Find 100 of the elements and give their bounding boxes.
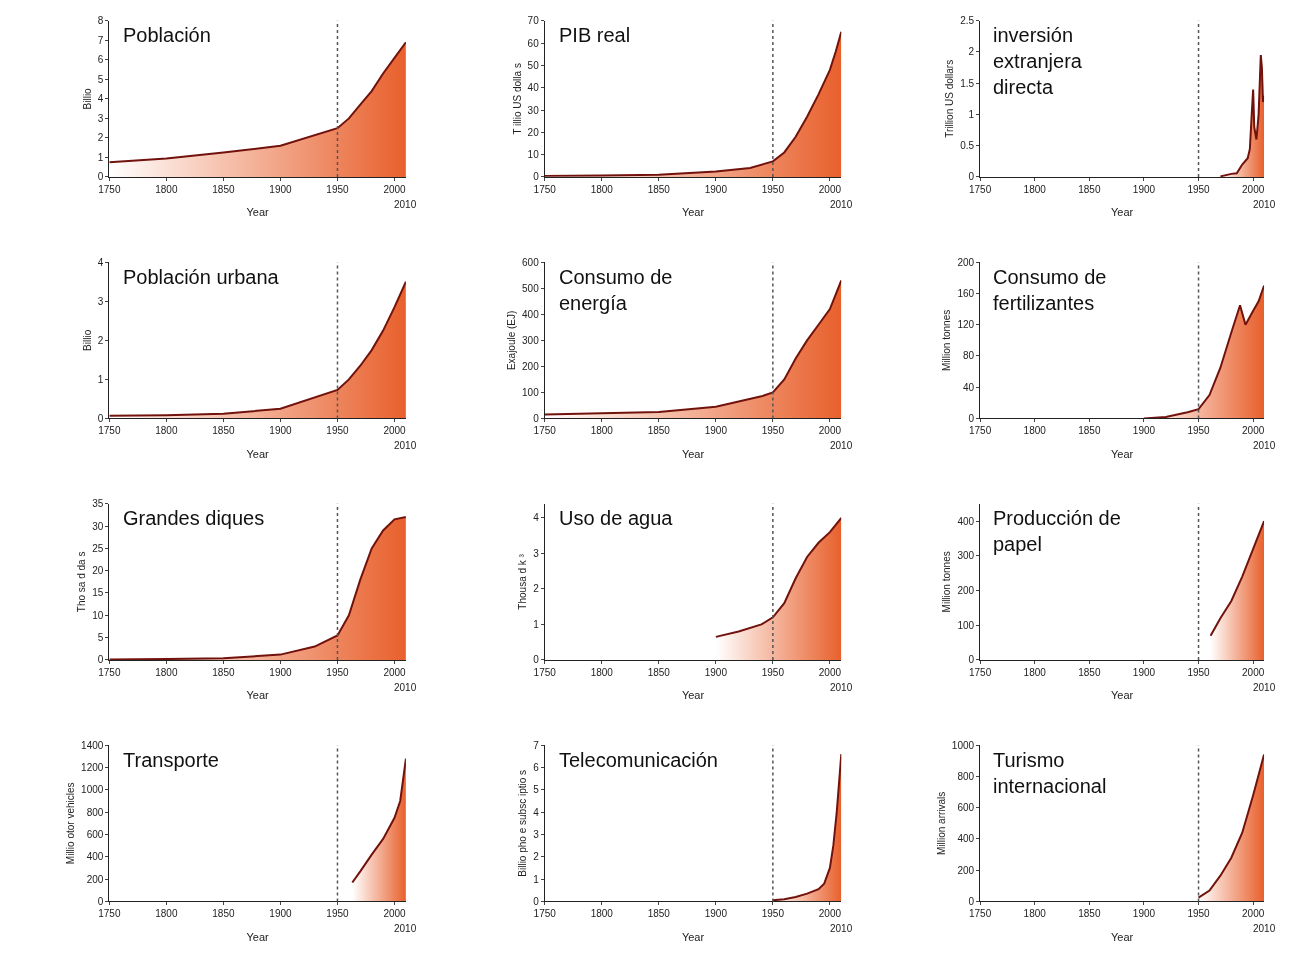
x-tick-label: 1900 [704, 183, 728, 195]
x-axis-title: Year [246, 930, 270, 943]
y-tick-label: 2 [533, 851, 540, 863]
y-tick-label: 4 [533, 512, 540, 524]
x-tick-label: 2000 [818, 425, 842, 437]
y-tick-label: 1 [968, 108, 975, 120]
x-axis-title: Year [246, 447, 270, 460]
x-tick-label: 1800 [155, 666, 178, 678]
chart-title: Telecomunicación [559, 749, 718, 771]
y-tick-label: 20 [527, 126, 540, 138]
x-tick-label: 1750 [968, 908, 992, 920]
y-tick-label: 200 [522, 360, 540, 372]
x-tick-label: 1850 [212, 425, 235, 437]
x-tick-label: 1750 [968, 666, 992, 678]
x-tick-label: 1800 [1023, 666, 1047, 678]
x-axis-title: Year [681, 689, 705, 702]
y-tick-label: 1 [97, 151, 104, 163]
text: Consumo de energía [559, 266, 673, 314]
y-tick-label: 3 [533, 828, 540, 840]
x-tick-label: 1850 [647, 425, 671, 437]
x-tick-label: 2000 [818, 666, 842, 678]
chart-title: PIB real [559, 24, 631, 46]
x-tick-label: 1950 [326, 908, 350, 920]
x-tick-label: 1800 [590, 425, 614, 437]
y-axis-title: T illio US dolla s [511, 63, 523, 135]
x-tick-label: 1900 [704, 666, 728, 678]
x-tick-label: 2000 [1242, 425, 1265, 437]
y-tick-label: 200 [957, 864, 975, 876]
y-tick-label: 100 [522, 386, 540, 398]
y-axis-title: Billio [81, 329, 93, 351]
y-tick-label: 600 [86, 828, 104, 840]
x-tick-label: 1750 [968, 183, 992, 195]
x-tick-label: 1900 [704, 908, 728, 920]
x-tick-label: 1900 [1132, 425, 1156, 437]
y-tick-label: 200 [957, 585, 975, 597]
y-tick-label: 800 [86, 806, 104, 818]
y-tick-label: 40 [527, 82, 540, 94]
y-axis-title: Trillion US dollars [944, 59, 956, 138]
y-tick-label: 0 [97, 654, 104, 666]
y-axis-title: Exajoule (EJ) [506, 310, 518, 371]
y-tick-label: 0 [533, 654, 540, 666]
y-tick-label: 7 [533, 739, 540, 751]
y-tick-label: 10 [92, 609, 104, 621]
text: 2010 [1253, 923, 1276, 934]
x-tick-label: 1950 [1187, 183, 1211, 195]
y-tick-label: 800 [957, 770, 975, 782]
x-tick-label: 1800 [155, 183, 178, 195]
chart-title: Transporte [123, 749, 219, 771]
y-axis-title: Billio pho e subsc iptio s [517, 769, 529, 877]
y-tick-label: 15 [92, 587, 104, 599]
x-tick-label: 2000 [818, 908, 842, 920]
y-tick-label: 4 [97, 256, 104, 268]
x-tick-label: 1900 [1132, 908, 1156, 920]
y-tick-label: 60 [527, 37, 540, 49]
y-tick-label: 0 [968, 895, 975, 907]
x-tick-label: 1950 [326, 666, 350, 678]
y-tick-label: 0 [97, 171, 104, 183]
x-axis-title: Year [1110, 689, 1134, 702]
y-tick-label: 1 [533, 618, 540, 630]
chart-title: Grandes diques [123, 507, 265, 529]
y-tick-label: 50 [527, 59, 540, 71]
y-tick-label: 4 [533, 806, 540, 818]
x-tick-label: 1850 [1078, 183, 1101, 195]
x-tick-label: 1950 [761, 666, 785, 678]
x-tick-label: 1800 [1023, 425, 1047, 437]
y-tick-label: 2.5 [960, 15, 975, 27]
x-tick-label: 1750 [98, 183, 121, 195]
x-tick-label: 1950 [326, 183, 350, 195]
x-tick-label: 1850 [212, 908, 235, 920]
x-tick-label: 1900 [269, 666, 292, 678]
y-tick-label: 1000 [81, 784, 104, 796]
chart-title: Uso de agua [559, 507, 674, 529]
x-tick-label: 1900 [269, 183, 292, 195]
text: 2010 [830, 682, 853, 693]
x-axis-title: Year [246, 206, 270, 219]
x-tick-label: 1800 [590, 908, 614, 920]
x-axis-title: Year [681, 206, 705, 219]
chart-title: Población urbana [123, 266, 280, 288]
y-tick-label: 0 [97, 412, 104, 424]
x-tick-label: 1950 [761, 425, 785, 437]
y-tick-label: 30 [92, 520, 104, 532]
x-tick-label: 2000 [818, 183, 842, 195]
y-axis-title: Million tonnes [941, 309, 953, 371]
text: 2010 [1253, 682, 1276, 693]
x-tick-label: 1850 [212, 183, 235, 195]
x-tick-label: 1900 [269, 908, 292, 920]
y-tick-label: 6 [533, 762, 540, 774]
y-tick-label: 2 [533, 583, 540, 595]
x-tick-label: 1900 [269, 425, 292, 437]
y-tick-label: 400 [957, 515, 975, 527]
x-tick-label: 2000 [1242, 908, 1265, 920]
x-tick-label: 1850 [647, 666, 671, 678]
x-tick-label: 1850 [212, 666, 235, 678]
x-tick-label: 1900 [1132, 183, 1156, 195]
x-tick-label: 1750 [968, 425, 992, 437]
x-tick-label: 1750 [533, 183, 557, 195]
x-axis-title: Year [681, 447, 705, 460]
chart-title: Población [123, 24, 211, 46]
y-tick-label: 0 [968, 654, 975, 666]
text: Turismo internacional [993, 749, 1107, 797]
